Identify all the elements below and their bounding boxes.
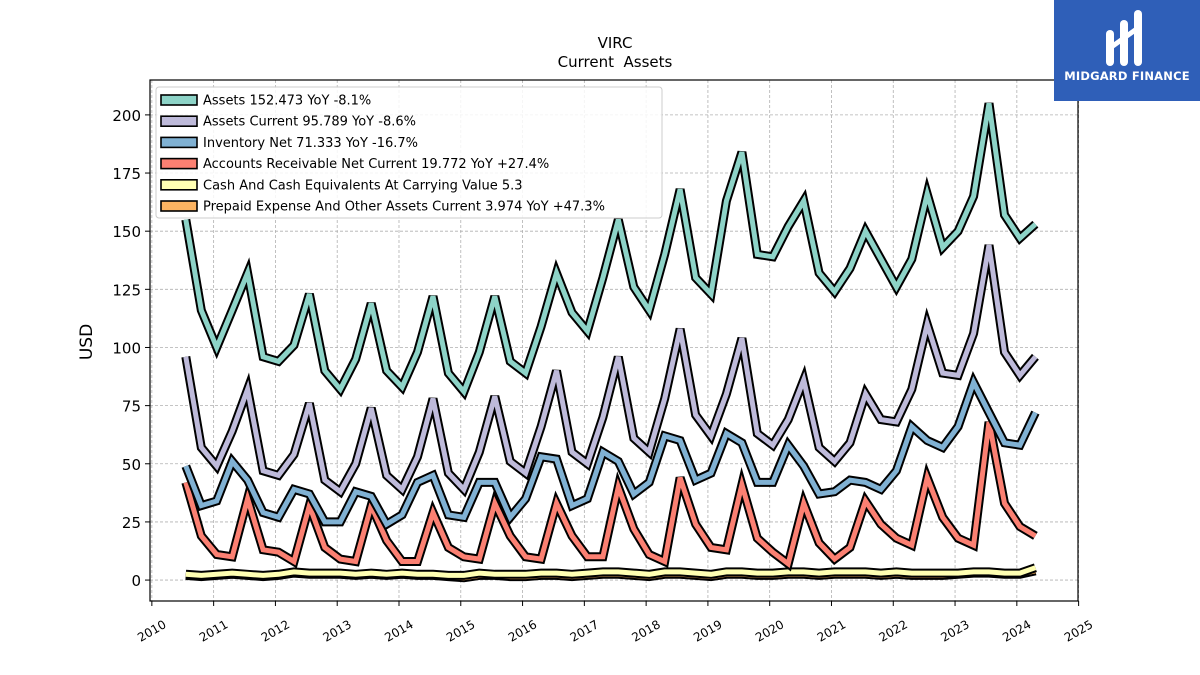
chart-subtitle: Current Assets — [558, 53, 673, 71]
series-line — [183, 376, 1038, 528]
x-tick-label: 2013 — [320, 617, 353, 644]
series-line — [183, 102, 1038, 397]
legend-swatch — [160, 157, 198, 170]
logo-text: MIDGARD FINANCE — [1064, 69, 1190, 83]
legend-entry: Assets Current 95.789 YoY -8.6% — [203, 115, 416, 130]
legend-swatch — [160, 94, 198, 106]
y-tick-label: 75 — [122, 398, 141, 416]
y-tick-label: 50 — [122, 456, 141, 474]
y-tick-label: 150 — [112, 223, 141, 241]
y-tick-label: 100 — [112, 339, 141, 357]
y-axis-label: USD — [77, 324, 97, 360]
x-tick-label: 2011 — [197, 617, 230, 644]
legend-swatch — [160, 115, 198, 127]
legend-entry: Inventory Net 71.333 YoY -16.7% — [203, 136, 418, 151]
legend-entry: Accounts Receivable Net Current 19.772 Y… — [203, 157, 549, 172]
series-layer — [181, 102, 1040, 583]
series-line — [185, 565, 1037, 578]
series-2 — [181, 244, 1039, 499]
x-tick-label: 2019 — [691, 617, 724, 644]
legend-swatch — [160, 179, 198, 191]
y-tick-label: 125 — [112, 281, 141, 299]
legend-entry: Assets 152.473 YoY -8.1% — [203, 94, 371, 109]
series-5 — [185, 563, 1037, 580]
series-line — [183, 244, 1038, 496]
x-tick-label: 2014 — [382, 617, 415, 644]
legend-swatch — [160, 200, 198, 212]
series-4 — [181, 421, 1038, 572]
x-tick-label: 2024 — [1000, 617, 1033, 644]
y-tick-label: 0 — [131, 572, 141, 590]
x-tick-label: 2018 — [629, 617, 662, 644]
series-1 — [181, 102, 1039, 401]
x-tick-label: 2025 — [1062, 617, 1095, 644]
midgard-finance-logo: MIDGARD FINANCE — [1054, 0, 1200, 101]
y-tick-label: 200 — [112, 107, 141, 125]
legend-entry: Prepaid Expense And Other Assets Current… — [203, 200, 605, 215]
x-tick-label: 2020 — [753, 617, 786, 644]
x-tick-label: 2015 — [444, 617, 477, 644]
x-tick-label: 2021 — [815, 617, 848, 644]
x-tick-label: 2022 — [877, 617, 910, 644]
x-tick-label: 2017 — [568, 617, 601, 644]
x-tick-label: 2023 — [938, 617, 971, 644]
plot-frame — [149, 79, 1079, 602]
legend-swatch — [160, 136, 198, 149]
chart-title: VIRC — [598, 34, 633, 52]
series-line — [183, 421, 1037, 569]
series-3 — [181, 370, 1040, 531]
legend-box — [155, 86, 663, 219]
y-tick-label: 175 — [112, 165, 141, 183]
x-tick-label: 2010 — [135, 617, 168, 644]
x-tick-label: 2016 — [506, 617, 539, 644]
logo-mark-icon — [1106, 10, 1142, 66]
legend-entry: Cash And Cash Equivalents At Carrying Va… — [203, 178, 523, 193]
x-tick-label: 2012 — [259, 617, 292, 644]
y-tick-label: 25 — [122, 514, 141, 532]
legend: Assets 152.473 YoY -8.1% Assets Current 9… — [155, 86, 663, 219]
